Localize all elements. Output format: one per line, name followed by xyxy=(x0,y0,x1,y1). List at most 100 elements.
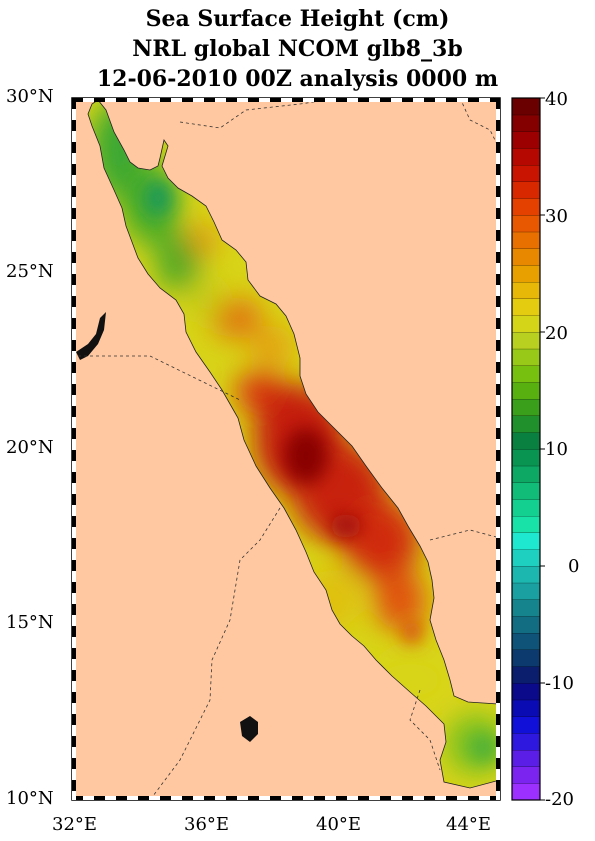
colorbar-segment xyxy=(511,565,541,584)
colorbar-segment xyxy=(511,131,541,149)
colorbar-segment xyxy=(511,432,541,450)
axis-border-segment xyxy=(347,796,358,800)
axis-border-segment xyxy=(496,120,500,131)
colorbar-tick-20: 20 xyxy=(545,323,568,344)
axis-border-segment xyxy=(127,98,138,102)
axis-border-segment xyxy=(369,98,380,102)
axis-border-segment xyxy=(94,796,105,800)
axis-border-segment xyxy=(237,98,248,102)
colorbar-segment xyxy=(511,248,541,266)
colorbar-segment xyxy=(511,632,541,650)
axis-border-segment xyxy=(496,648,500,659)
colorbar-segment xyxy=(511,148,541,166)
axis-border-segment xyxy=(72,241,76,252)
axis-border-segment xyxy=(496,109,500,120)
colorbar-segment xyxy=(511,97,541,116)
axis-border-segment xyxy=(72,560,76,571)
axis-border-segment xyxy=(171,796,182,800)
axis-border-segment xyxy=(72,120,76,131)
axis-border-segment xyxy=(72,98,83,102)
axis-border-segment xyxy=(496,274,500,285)
axis-border-segment xyxy=(496,98,500,109)
colorbar-segment xyxy=(511,499,541,517)
axis-border-segment xyxy=(435,796,446,800)
axis-border-segment xyxy=(496,681,500,692)
axis-border-segment xyxy=(402,796,413,800)
axis-border-segment xyxy=(496,164,500,175)
axis-border-segment xyxy=(496,230,500,241)
colorbar-tick-40: 40 xyxy=(545,89,568,110)
axis-border-segment xyxy=(72,615,76,626)
axis-border-segment xyxy=(303,98,314,102)
axis-border-segment xyxy=(325,796,336,800)
axis-border-segment xyxy=(413,98,424,102)
colorbar-segment xyxy=(511,783,541,801)
axis-border-segment xyxy=(413,796,424,800)
axis-border-segment xyxy=(496,241,500,252)
colorbar-segment xyxy=(511,515,541,533)
colorbar-tick-neg10: -10 xyxy=(545,673,574,694)
colorbar-segment xyxy=(511,415,541,433)
axis-border-segment xyxy=(72,296,76,307)
axis-border-segment xyxy=(490,796,500,800)
axis-border-segment xyxy=(496,549,500,560)
axis-border-segment xyxy=(204,796,215,800)
axis-border-segment xyxy=(116,796,127,800)
axis-border-segment xyxy=(347,98,358,102)
axis-border-segment xyxy=(116,98,127,102)
axis-border-segment xyxy=(314,98,325,102)
colorbar-segment xyxy=(511,716,541,734)
axis-border-segment xyxy=(496,483,500,494)
axis-border-segment xyxy=(358,98,369,102)
axis-border-segment xyxy=(105,796,116,800)
axis-border-segment xyxy=(72,417,76,428)
axis-border-segment xyxy=(457,796,468,800)
lon-label-36e: 36°E xyxy=(184,814,230,835)
axis-border-segment xyxy=(237,796,248,800)
axis-border-segment xyxy=(496,395,500,406)
axis-border-segment xyxy=(72,252,76,263)
axis-border-segment xyxy=(72,384,76,395)
axis-border-segment xyxy=(496,516,500,527)
axis-border-segment xyxy=(496,439,500,450)
axis-border-segment xyxy=(248,796,259,800)
axis-border-segment xyxy=(83,98,94,102)
axis-border-segment xyxy=(457,98,468,102)
axis-border-segment xyxy=(496,582,500,593)
title-line-2: NRL global NCOM glb8_3b xyxy=(132,36,463,62)
lon-label-40e: 40°E xyxy=(316,814,362,835)
lat-label-25n: 25°N xyxy=(6,261,54,282)
axis-border-segment xyxy=(72,406,76,417)
axis-border-segment xyxy=(496,626,500,637)
axis-border-segment xyxy=(435,98,446,102)
axis-border-segment xyxy=(496,428,500,439)
axis-border-segment xyxy=(72,780,76,791)
axis-border-segment xyxy=(72,692,76,703)
axis-border-segment xyxy=(496,527,500,538)
axis-border-segment xyxy=(72,549,76,560)
axis-border-segment xyxy=(215,796,226,800)
axis-border-segment xyxy=(496,175,500,186)
axis-border-segment xyxy=(391,796,402,800)
axis-border-segment xyxy=(496,384,500,395)
axis-border-segment xyxy=(72,494,76,505)
axis-border-segment xyxy=(72,703,76,714)
title-line-3: 12-06-2010 00Z analysis 0000 m xyxy=(96,66,499,92)
axis-border-segment xyxy=(72,439,76,450)
axis-border-segment xyxy=(72,230,76,241)
axis-border-segment xyxy=(72,747,76,758)
axis-border-segment xyxy=(105,98,116,102)
axis-border-segment xyxy=(72,648,76,659)
axis-border-segment xyxy=(72,472,76,483)
axis-border-segment xyxy=(182,98,193,102)
axis-border-segment xyxy=(72,791,76,800)
colorbar-segment xyxy=(511,666,541,684)
axis-border-segment xyxy=(72,714,76,725)
axis-border-segment xyxy=(72,736,76,747)
colorbar-segment xyxy=(511,198,541,216)
colorbar-segment xyxy=(511,315,541,333)
axis-border-segment xyxy=(496,263,500,274)
axis-border-segment xyxy=(496,252,500,263)
colorbar-tick-neg20: -20 xyxy=(545,789,574,810)
axis-border-segment xyxy=(72,175,76,186)
